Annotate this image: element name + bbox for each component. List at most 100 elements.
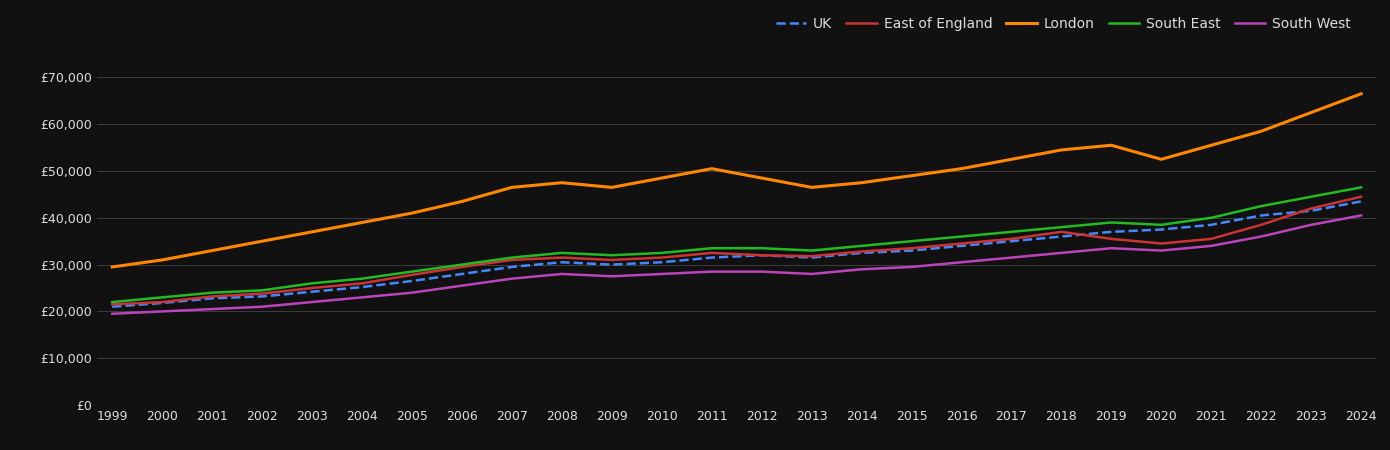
South West — [403, 290, 420, 295]
South West — [104, 311, 121, 316]
London — [1054, 147, 1070, 153]
UK — [403, 278, 420, 284]
East of England — [1352, 194, 1369, 199]
South East — [403, 269, 420, 274]
UK — [553, 260, 570, 265]
UK — [803, 255, 820, 260]
UK — [1252, 213, 1269, 218]
UK — [904, 248, 920, 253]
South East — [954, 234, 970, 239]
London — [204, 248, 221, 253]
UK — [1054, 234, 1070, 239]
London — [1352, 91, 1369, 96]
South East — [1302, 194, 1319, 199]
London — [753, 176, 770, 181]
South East — [353, 276, 370, 281]
London — [503, 184, 520, 190]
London — [353, 220, 370, 225]
London — [853, 180, 870, 185]
London — [304, 229, 321, 234]
South West — [503, 276, 520, 281]
London — [104, 264, 121, 270]
South West — [1252, 234, 1269, 239]
South West — [954, 260, 970, 265]
London — [904, 173, 920, 178]
South West — [904, 264, 920, 270]
South West — [853, 266, 870, 272]
South West — [1302, 222, 1319, 228]
South East — [154, 295, 171, 300]
South East — [703, 246, 720, 251]
East of England — [703, 250, 720, 256]
UK — [1104, 229, 1120, 234]
South East — [1054, 225, 1070, 230]
East of England — [204, 294, 221, 299]
South West — [254, 304, 271, 310]
East of England — [904, 246, 920, 251]
South East — [653, 250, 670, 256]
South East — [603, 252, 620, 258]
South West — [653, 271, 670, 277]
East of England — [1302, 206, 1319, 211]
South West — [154, 309, 171, 314]
South West — [1152, 248, 1169, 253]
South West — [753, 269, 770, 274]
Line: London: London — [113, 94, 1361, 267]
South East — [753, 246, 770, 251]
East of England — [853, 249, 870, 254]
UK — [104, 304, 121, 310]
East of England — [453, 264, 470, 270]
South East — [453, 262, 470, 267]
London — [1104, 143, 1120, 148]
London — [453, 199, 470, 204]
East of England — [803, 253, 820, 259]
South East — [1104, 220, 1120, 225]
London — [603, 184, 620, 190]
London — [1152, 157, 1169, 162]
South West — [1004, 255, 1020, 260]
UK — [503, 264, 520, 270]
South East — [254, 288, 271, 293]
UK — [1302, 208, 1319, 213]
South East — [104, 299, 121, 305]
London — [954, 166, 970, 171]
East of England — [1004, 236, 1020, 242]
London — [653, 176, 670, 181]
London — [1202, 143, 1219, 148]
East of England — [603, 257, 620, 263]
East of England — [753, 252, 770, 258]
London — [1302, 110, 1319, 115]
UK — [1152, 227, 1169, 232]
South West — [304, 299, 321, 305]
Line: South East: South East — [113, 187, 1361, 302]
South East — [1352, 184, 1369, 190]
London — [154, 257, 171, 263]
UK — [954, 243, 970, 248]
South East — [803, 248, 820, 253]
East of England — [1252, 222, 1269, 228]
South East — [503, 255, 520, 260]
Line: UK: UK — [113, 202, 1361, 307]
South West — [1054, 250, 1070, 256]
East of England — [254, 291, 271, 296]
London — [403, 211, 420, 216]
London — [1004, 157, 1020, 162]
East of England — [104, 302, 121, 307]
South West — [553, 271, 570, 277]
London — [703, 166, 720, 171]
South West — [803, 271, 820, 277]
East of England — [1152, 241, 1169, 246]
London — [803, 184, 820, 190]
UK — [1352, 199, 1369, 204]
UK — [254, 294, 271, 299]
South West — [453, 283, 470, 288]
South West — [1352, 213, 1369, 218]
South East — [1202, 215, 1219, 220]
East of England — [553, 255, 570, 260]
London — [1252, 129, 1269, 134]
East of England — [1054, 229, 1070, 234]
South East — [204, 290, 221, 295]
UK — [853, 250, 870, 256]
South West — [204, 306, 221, 312]
South East — [304, 281, 321, 286]
